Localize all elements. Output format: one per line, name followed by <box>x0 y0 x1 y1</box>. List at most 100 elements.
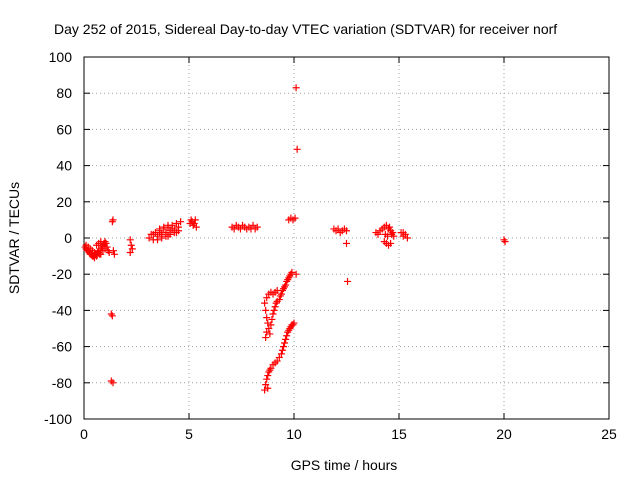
data-point <box>126 248 134 256</box>
data-point <box>108 218 116 226</box>
data-point <box>266 366 274 374</box>
data-point <box>101 245 109 253</box>
data-point <box>108 312 116 320</box>
data-point <box>91 254 98 262</box>
data-point <box>107 377 115 385</box>
data-point <box>501 238 509 246</box>
data-point <box>281 339 289 347</box>
y-tick-label: 100 <box>49 49 73 65</box>
data-point <box>168 225 176 233</box>
data-point <box>344 277 352 285</box>
y-tick-label: 0 <box>64 230 72 246</box>
data-point <box>264 319 272 327</box>
data-point <box>263 314 271 322</box>
data-point <box>383 232 391 240</box>
data-point <box>280 343 287 351</box>
data-point <box>160 223 168 231</box>
x-axis-title: GPS time / hours <box>291 457 398 473</box>
data-point <box>270 306 278 314</box>
data-point <box>105 248 113 256</box>
x-tick-label: 20 <box>496 426 512 442</box>
data-point <box>277 350 285 358</box>
data-point <box>109 247 117 255</box>
data-point <box>262 381 270 389</box>
data-point <box>262 306 270 314</box>
x-tick-label: 5 <box>185 426 193 442</box>
data-point <box>343 227 350 235</box>
data-point <box>263 294 271 302</box>
data-point <box>273 357 281 365</box>
data-point <box>264 372 272 380</box>
data-point <box>277 290 285 298</box>
data-point <box>500 236 508 244</box>
data-point <box>154 236 161 244</box>
x-tick-label: 0 <box>80 426 88 442</box>
x-tick-label: 15 <box>391 426 407 442</box>
data-point <box>273 286 281 294</box>
data-point <box>374 230 382 238</box>
y-tick-label: -60 <box>52 339 72 355</box>
data-point <box>271 303 279 311</box>
data-point <box>172 220 180 228</box>
data-point <box>230 225 238 233</box>
data-point <box>275 353 283 361</box>
data-point <box>249 221 257 229</box>
data-point <box>269 310 277 318</box>
data-point <box>263 375 271 383</box>
y-tick-label: 60 <box>56 121 72 137</box>
x-tick-label: 10 <box>286 426 302 442</box>
data-point <box>264 384 272 392</box>
data-point <box>192 223 200 231</box>
data-point <box>290 319 298 327</box>
data-point <box>236 225 244 233</box>
plot-frame <box>83 56 610 420</box>
data-point <box>128 245 136 253</box>
data-point <box>127 241 135 249</box>
y-tick-label: 40 <box>56 158 72 174</box>
data-point <box>267 321 275 329</box>
data-point <box>275 296 283 304</box>
data-point <box>158 234 166 242</box>
data-point <box>278 346 286 354</box>
data-point <box>164 232 172 240</box>
y-tick-label: -100 <box>44 411 72 427</box>
data-point <box>386 223 394 231</box>
data-point <box>191 216 199 224</box>
y-tick-label: -40 <box>52 302 72 318</box>
data-point <box>149 230 157 238</box>
data-points <box>81 84 509 394</box>
data-point <box>403 234 411 242</box>
data-point <box>156 229 164 237</box>
data-point <box>334 225 342 233</box>
data-point <box>261 299 269 307</box>
data-point <box>343 239 350 247</box>
data-point <box>283 332 291 340</box>
data-point <box>177 218 185 226</box>
data-point <box>145 234 153 242</box>
data-point <box>282 281 290 289</box>
data-point <box>291 214 299 222</box>
data-point <box>387 239 395 247</box>
data-point <box>82 241 90 249</box>
data-point <box>97 238 105 246</box>
chart-title: Day 252 of 2015, Sidereal Day-to-day VTE… <box>54 21 557 37</box>
x-tick-label: 25 <box>601 426 617 442</box>
data-point <box>107 310 115 318</box>
data-point <box>263 328 271 336</box>
data-point <box>399 229 407 237</box>
data-point <box>253 223 261 231</box>
data-point <box>268 315 276 323</box>
data-point <box>261 386 269 394</box>
data-point <box>172 229 180 237</box>
data-point <box>164 221 172 229</box>
data-point <box>266 330 274 338</box>
data-point <box>97 250 105 258</box>
data-point <box>272 299 280 307</box>
data-point <box>110 250 118 258</box>
data-point <box>390 232 398 240</box>
data-point <box>262 334 270 342</box>
y-tick-label: -20 <box>52 266 72 282</box>
y-tick-label: 20 <box>56 194 72 210</box>
data-point <box>109 379 117 387</box>
